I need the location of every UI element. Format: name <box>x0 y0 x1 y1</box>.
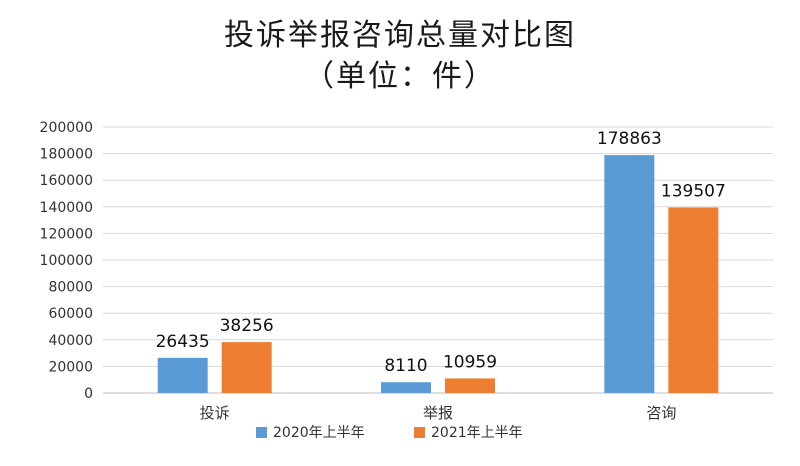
y-tick-label: 40000 <box>48 333 93 349</box>
y-tick-label: 120000 <box>40 226 93 242</box>
bars <box>157 155 719 393</box>
data-label: 178863 <box>597 129 662 149</box>
y-tick-label: 20000 <box>48 359 93 375</box>
bar <box>668 207 719 393</box>
y-tick-label: 180000 <box>40 147 93 163</box>
y-tick-label: 140000 <box>40 200 93 216</box>
y-tick-label: 80000 <box>48 280 93 296</box>
bar <box>604 155 655 393</box>
chart-title: 投诉举报咨询总量对比图 <box>224 18 576 53</box>
legend-label: 2021年上半年 <box>431 425 523 441</box>
legend-swatch <box>256 427 267 438</box>
legend-label: 2020年上半年 <box>273 425 365 441</box>
y-tick-label: 60000 <box>48 306 93 322</box>
x-category-label: 举报 <box>423 404 453 422</box>
chart-subtitle: （单位：件） <box>304 59 496 94</box>
data-label: 139507 <box>661 181 726 201</box>
y-tick-label: 200000 <box>40 120 93 136</box>
data-label: 26435 <box>156 332 210 352</box>
data-label: 8110 <box>384 356 427 376</box>
x-category-label: 投诉 <box>200 404 230 422</box>
x-axis-categories: 投诉 举报 咨询 <box>200 404 677 422</box>
data-label: 10959 <box>443 352 497 372</box>
gridlines <box>103 126 773 394</box>
bar <box>157 357 208 393</box>
bar <box>221 342 272 393</box>
data-label: 38256 <box>220 316 274 336</box>
data-labels: 26435 38256 8110 10959 178863 139507 <box>156 129 726 376</box>
y-tick-label: 160000 <box>40 173 93 189</box>
x-category-label: 咨询 <box>646 404 676 422</box>
bar <box>381 382 431 393</box>
legend: 2020年上半年 2021年上半年 <box>256 425 523 441</box>
legend-swatch <box>414 427 425 438</box>
y-axis-ticks: 0 20000 40000 60000 80000 100000 120000 140000 1… <box>40 120 93 402</box>
y-tick-label: 0 <box>84 386 93 402</box>
y-tick-label: 100000 <box>40 253 93 269</box>
bar <box>445 378 495 393</box>
